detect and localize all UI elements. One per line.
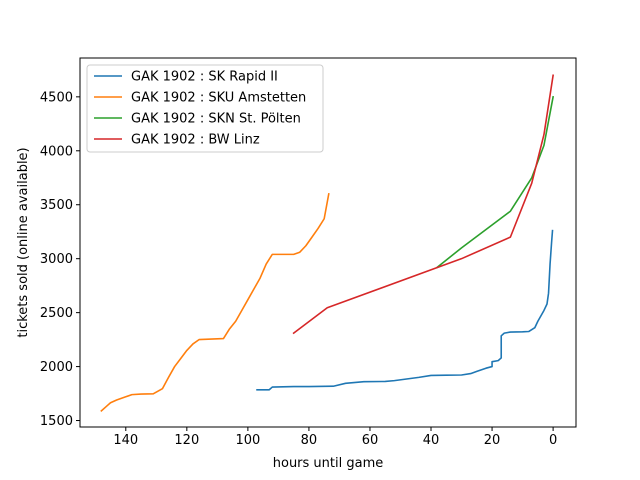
- legend-label-1: GAK 1902 : SK Rapid II: [131, 70, 278, 85]
- series-line-2: [100, 193, 330, 412]
- y-tick-label: 3000: [40, 252, 73, 267]
- y-tick-label: 3500: [40, 198, 73, 213]
- x-tick-label: 40: [423, 433, 440, 448]
- legend-label-3: GAK 1902 : SKN St. Pölten: [131, 112, 301, 127]
- x-axis-label: hours until game: [273, 456, 384, 471]
- y-tick-label: 2500: [40, 306, 73, 321]
- y-axis: 1500 2000 2500 3000 3500 4000 4500: [40, 90, 80, 429]
- legend-label-2: GAK 1902 : SKU Amstetten: [131, 91, 306, 106]
- x-axis: 140 120 100 80 60 40 20 0: [113, 427, 557, 448]
- legend-label-4: GAK 1902 : BW Linz: [131, 133, 260, 148]
- legend-frame: [86, 64, 324, 153]
- legend-items: GAK 1902 : SK Rapid II GAK 1902 : SKU Ams…: [94, 70, 306, 148]
- series-line-4: [292, 74, 555, 335]
- series-line-1: [256, 229, 554, 391]
- series-layer: [100, 74, 555, 412]
- y-tick-label: 4000: [40, 144, 73, 159]
- x-tick-label: 0: [549, 433, 557, 448]
- x-tick-label: 80: [301, 433, 318, 448]
- x-tick-label: 140: [113, 433, 138, 448]
- x-tick-label: 60: [362, 433, 379, 448]
- plot-frame: [79, 57, 577, 428]
- y-tick-label: 4500: [40, 90, 73, 105]
- legend: GAK 1902 : SK Rapid II GAK 1902 : SKU Ams…: [86, 64, 324, 153]
- x-tick-label: 20: [484, 433, 501, 448]
- y-tick-label: 1500: [40, 414, 73, 429]
- series-line-3: [435, 95, 555, 269]
- x-tick-label: 100: [235, 433, 260, 448]
- y-tick-label: 2000: [40, 360, 73, 375]
- x-tick-label: 120: [174, 433, 199, 448]
- y-axis-label: tickets sold (online available): [16, 147, 31, 337]
